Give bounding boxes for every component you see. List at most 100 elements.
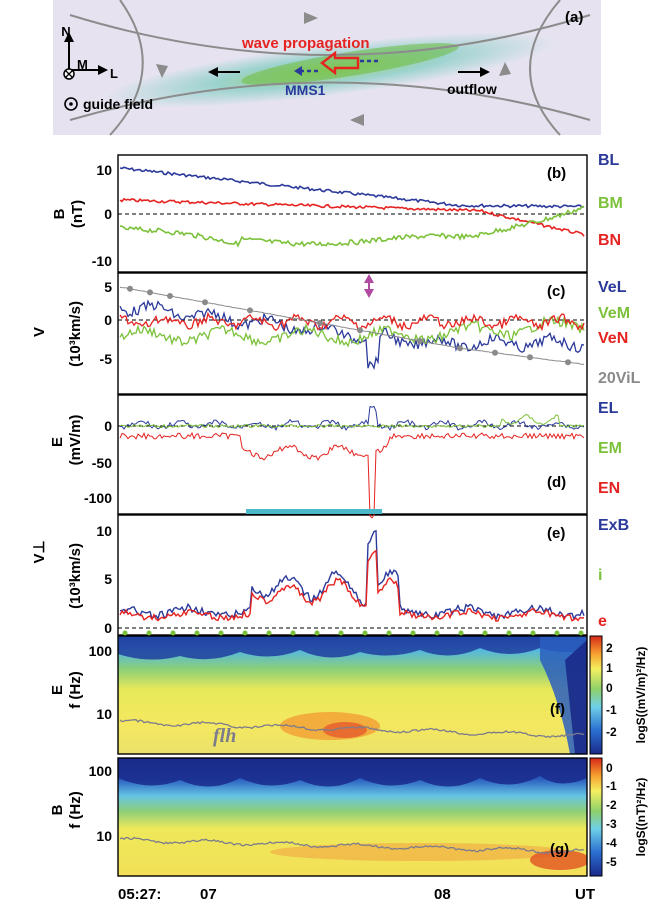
tick-label: -100 <box>84 490 112 506</box>
legend-entry: BN <box>598 232 621 249</box>
ion-velocity-point <box>218 630 224 636</box>
ion-velocity-point <box>266 630 272 636</box>
tick-label: 0 <box>104 620 112 636</box>
panel-f-label: (f) <box>550 701 565 718</box>
trace-line <box>119 299 585 371</box>
ion-velocity-point <box>357 327 363 334</box>
field-line <box>109 0 144 136</box>
tick-label: -50 <box>92 455 112 471</box>
legend-entry: EL <box>598 400 619 417</box>
schematic-panel-a: N M L wave propagation MMS1 outflow guid… <box>53 0 601 136</box>
panel-frames <box>117 154 588 877</box>
axis-arrow-icon <box>98 65 108 75</box>
panel-c-ylabel: V <box>31 327 48 337</box>
colorbar-b-label: logS((nT)²/Hz) <box>634 778 648 857</box>
ion-velocity-point <box>527 354 533 361</box>
field-line <box>69 81 591 121</box>
legend-entry: VeN <box>598 330 628 347</box>
cbar-tick: 0 <box>606 761 613 775</box>
panel-f-ylabel: E <box>49 685 66 695</box>
tick-label: 10 <box>96 162 112 178</box>
tick-label: 5 <box>104 279 112 295</box>
axis-arrow-icon <box>64 32 74 42</box>
interval-highlight-bar <box>246 509 382 514</box>
legend-entry: ExB <box>598 517 629 534</box>
colorbar-e-label: logS((mV/m)²/Hz) <box>634 647 648 744</box>
ion-velocity-point <box>242 630 248 636</box>
panel-d-ylabel: E <box>49 437 66 447</box>
ion-velocity-point <box>434 630 440 636</box>
panel-a-label: (a) <box>565 9 583 26</box>
wave-propagation-arrow-icon <box>320 50 360 76</box>
legend-entry: VeM <box>598 305 630 322</box>
axis-n-label: N <box>61 24 70 39</box>
mms1-track-arrow-icon <box>294 66 302 76</box>
tick-label: 0 <box>104 418 112 434</box>
guide-field-icon <box>64 97 78 111</box>
trace-line <box>119 431 585 519</box>
tick-label: 0 <box>104 206 112 222</box>
tick-label: 10 <box>96 706 112 722</box>
ion-velocity-point <box>247 307 253 314</box>
ion-velocity-point <box>147 289 153 296</box>
ion-velocity-point <box>127 285 133 292</box>
wave-propagation-label: wave propagation <box>241 35 370 52</box>
ion-velocity-point <box>457 345 463 352</box>
ion-velocity-point <box>492 349 498 356</box>
ion-velocity-point <box>170 630 176 636</box>
panel-g-yunit: f (Hz) <box>67 791 84 829</box>
mms1-label: MMS1 <box>285 82 326 98</box>
panel-e-label: (e) <box>547 525 565 542</box>
lower-hybrid-label: flh <box>213 725 236 747</box>
x-tick-label: 07 <box>200 886 217 903</box>
ion-velocity-point <box>290 630 296 636</box>
spectrogram-e <box>118 636 587 754</box>
field-arrow-icon <box>156 64 168 78</box>
double-arrow-icon <box>364 274 374 298</box>
trace-line <box>119 205 585 248</box>
panel-f-frame <box>117 635 588 755</box>
field-arrow-icon <box>304 12 318 24</box>
ion-velocity-point <box>314 630 320 636</box>
panel-e-frame <box>117 514 588 636</box>
ion-velocity-point <box>362 630 368 636</box>
cbar-tick: -1 <box>606 779 617 793</box>
trace-line <box>119 529 585 622</box>
ion-velocity-point <box>146 630 152 636</box>
tick-label: 10 <box>96 828 112 844</box>
legend-entry: i <box>598 567 602 584</box>
panel-g-frame <box>117 757 588 877</box>
legends: BL BM BN VeL VeM VeN 20ViL EL EM EN ExB i e <box>598 152 641 630</box>
panel-c-yunit: (10³km/s) <box>67 301 84 367</box>
ion-velocity-point <box>530 630 536 636</box>
tick-label: 100 <box>89 763 113 779</box>
legend-entry: 20ViL <box>598 370 641 387</box>
tick-label: -5 <box>100 351 113 367</box>
cbar-tick: -3 <box>606 817 617 831</box>
cbar-tick: 0 <box>606 681 613 695</box>
outflow-label: outflow <box>447 81 497 97</box>
cbar-tick: -1 <box>606 703 617 717</box>
x-tick-label: 08 <box>434 886 451 903</box>
panel-e-yunit: (10³km/s) <box>67 543 84 609</box>
field-arrow-icon <box>499 62 511 76</box>
field-arrow-icon <box>350 114 364 126</box>
trace-line <box>119 166 585 209</box>
trace-line <box>119 719 585 739</box>
cbar-tick: -2 <box>606 725 617 739</box>
panel-d-frame <box>117 394 588 515</box>
colorbar-b <box>589 757 603 877</box>
cbar-tick: -4 <box>606 836 617 850</box>
outflow-arrow-icon <box>480 67 490 77</box>
cbar-tick: -2 <box>606 798 617 812</box>
ion-velocity-point <box>122 630 128 636</box>
spectrogram-b <box>118 758 587 876</box>
ion-velocity-point <box>417 338 423 344</box>
ion-velocity-point <box>458 630 464 636</box>
tick-label: -10 <box>92 253 112 269</box>
panel-g-ylabel: B <box>49 804 66 815</box>
legend-entry: EM <box>598 440 622 457</box>
trace-line <box>119 197 585 237</box>
trace-line <box>119 414 585 429</box>
